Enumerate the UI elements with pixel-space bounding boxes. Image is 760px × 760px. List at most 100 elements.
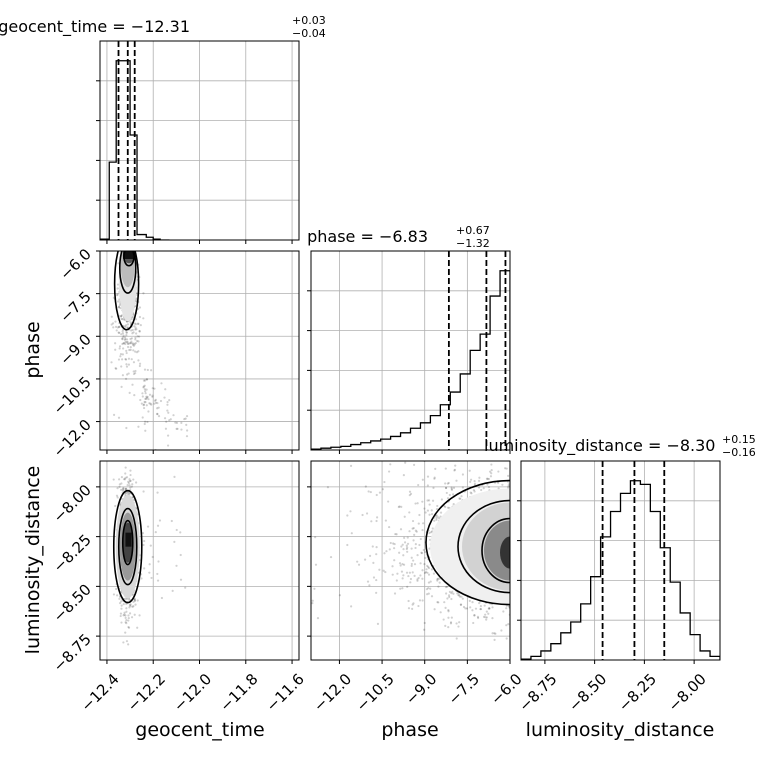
y-tick-label: −6.0	[56, 245, 94, 283]
sample-point	[126, 326, 129, 329]
sample-point	[392, 542, 395, 545]
sample-point	[458, 595, 462, 598]
sample-point	[125, 607, 128, 610]
sample-point	[132, 314, 135, 317]
sample-point	[350, 532, 353, 535]
sample-point	[131, 605, 134, 608]
sample-point	[120, 317, 123, 321]
title-phase-median: −6.83	[379, 227, 428, 246]
sample-point	[484, 613, 487, 616]
sample-point	[141, 532, 145, 535]
sample-point	[444, 606, 447, 610]
sample-point	[411, 527, 414, 530]
sample-point	[435, 507, 439, 511]
sample-point	[123, 478, 127, 481]
sample-point	[112, 326, 115, 329]
sample-point	[443, 601, 446, 604]
sample-point	[424, 570, 428, 574]
sample-point	[135, 332, 138, 335]
sample-point	[128, 606, 131, 609]
sample-point	[316, 617, 320, 620]
sample-point	[131, 342, 134, 345]
sample-point	[427, 573, 431, 576]
x-axis-label-geocent-time: geocent_time	[135, 719, 264, 741]
sample-point	[375, 546, 378, 549]
sample-point	[471, 609, 474, 612]
sample-point	[138, 306, 142, 309]
sample-point	[444, 585, 448, 589]
sample-point	[141, 451, 143, 453]
sample-point	[137, 425, 140, 428]
sample-point	[431, 499, 435, 502]
sample-point	[156, 524, 160, 527]
sample-point	[411, 607, 414, 610]
sample-point	[138, 364, 141, 368]
sample-point	[112, 478, 115, 481]
sample-point	[456, 592, 459, 595]
sample-point	[393, 592, 397, 595]
sample-point	[124, 358, 128, 361]
y-tick-label: −8.00	[50, 481, 95, 526]
sample-point	[388, 525, 391, 529]
sample-point	[139, 482, 141, 484]
sample-point	[135, 351, 139, 354]
sample-point	[159, 399, 163, 403]
sample-point	[429, 587, 432, 590]
sample-point	[460, 495, 463, 498]
sample-point	[133, 613, 136, 616]
sample-point	[128, 603, 131, 607]
sample-point	[122, 347, 125, 350]
sample-point	[140, 577, 143, 580]
sample-point	[349, 510, 352, 513]
sample-point	[375, 553, 378, 556]
sample-point	[144, 392, 147, 395]
sample-point	[115, 294, 119, 297]
sample-point	[455, 622, 458, 625]
sample-point	[143, 400, 146, 404]
sample-point	[393, 547, 396, 550]
sample-point	[175, 427, 178, 430]
sample-point	[122, 342, 126, 345]
sample-point	[143, 388, 146, 391]
sample-point	[132, 344, 135, 347]
sample-point	[129, 321, 132, 324]
sample-point	[410, 547, 413, 550]
sample-point	[185, 414, 189, 418]
sample-point	[156, 407, 159, 410]
sample-point	[151, 555, 154, 559]
sample-point	[127, 626, 131, 629]
sample-point	[123, 613, 126, 616]
sample-point	[138, 614, 141, 617]
sample-point	[426, 571, 429, 574]
sample-point	[365, 512, 369, 515]
x-tick-label: −8.75	[515, 670, 560, 715]
y-tick-label: −8.75	[50, 630, 95, 675]
sample-point	[142, 385, 145, 388]
sample-point	[145, 378, 149, 381]
sample-point	[391, 565, 394, 568]
contour-line	[481, 517, 510, 584]
sample-point	[384, 519, 387, 522]
sample-point	[433, 519, 436, 522]
sample-point	[127, 357, 131, 360]
x-tick-label: −9.0	[402, 670, 440, 708]
sample-point	[483, 604, 486, 607]
sample-point	[166, 409, 169, 412]
sample-point	[148, 402, 151, 405]
sample-point	[432, 572, 436, 575]
sample-point	[127, 616, 130, 620]
sample-point	[403, 541, 407, 544]
sample-point	[447, 481, 450, 485]
sample-point	[403, 515, 406, 518]
sample-point	[490, 472, 493, 475]
sample-point	[121, 332, 125, 335]
sample-point	[423, 628, 426, 631]
sample-point	[410, 562, 413, 566]
sample-point	[501, 483, 504, 486]
sample-point	[426, 499, 429, 502]
sample-point	[433, 476, 436, 479]
sample-point	[398, 551, 401, 554]
sample-point	[424, 556, 427, 560]
sample-point	[124, 341, 127, 344]
sample-point	[124, 358, 127, 361]
